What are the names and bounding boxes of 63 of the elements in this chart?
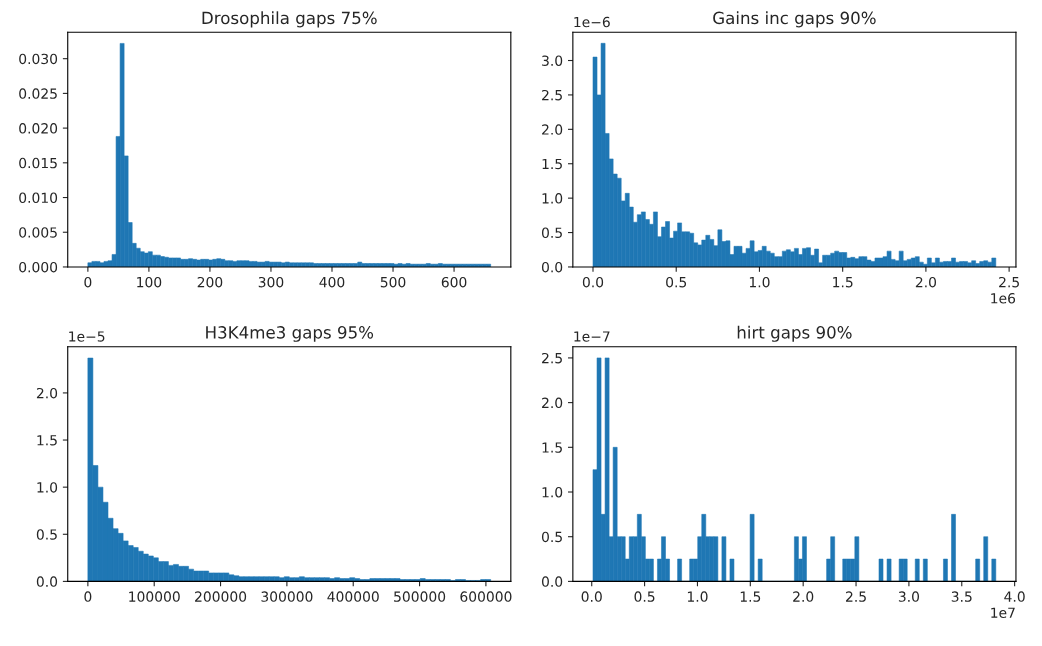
x-tick-label: 0 <box>84 591 92 602</box>
y-tick-label: 1.5 <box>37 435 57 446</box>
x-tick-label: 0 <box>84 276 92 288</box>
x-tick-label: 2.5 <box>846 591 866 602</box>
y-tick-label: 0.010 <box>19 192 58 204</box>
x-tick-label: 1.0 <box>749 276 770 288</box>
x-tick-label: 100 <box>137 276 162 288</box>
x-tick-label: 200000 <box>195 591 247 602</box>
x-tick-label: 2.5 <box>999 276 1019 288</box>
chart-title: hirt gaps 90% <box>737 325 852 342</box>
y-tick-label: 2.0 <box>542 397 563 409</box>
chart-title: Drosophila gaps 75% <box>202 11 377 28</box>
chart-title: H3K4me3 gaps 95% <box>206 326 374 342</box>
x-tick-label: 2.0 <box>793 591 814 602</box>
y-tick-label: 2.5 <box>542 89 562 101</box>
x-tick-label: 600000 <box>460 591 512 602</box>
text: 1e−7 <box>574 331 610 342</box>
y-tick-label: 0.5 <box>36 529 57 540</box>
y-tick-label: 0.030 <box>19 53 58 65</box>
y-tick-label: 0.5 <box>541 227 562 239</box>
text: 1e−5 <box>69 331 105 342</box>
x-tick-label: 0.0 <box>581 591 602 602</box>
x-tick-label: 500000 <box>394 591 446 602</box>
x-tick-label: 3.5 <box>951 591 972 602</box>
x-tick-label: 300 <box>258 276 284 288</box>
y-tick-label: 0.0 <box>541 576 563 587</box>
x-tick-label: 1.0 <box>687 591 708 602</box>
y-tick-label: 1.0 <box>542 486 563 498</box>
text: 1e−6 <box>574 16 610 28</box>
y-tick-label: 0.0 <box>541 261 563 273</box>
y-tick-label: 2.0 <box>542 124 563 135</box>
x-tick-label: 2.0 <box>915 276 937 288</box>
y-tick-label: 0.000 <box>19 261 58 273</box>
y-tick-label: 0.015 <box>19 157 57 169</box>
y-tick-label: 1.5 <box>542 442 562 453</box>
y-tick-label: 0.020 <box>19 123 58 134</box>
y-tick-label: 0.0 <box>36 576 58 587</box>
y-tick-label: 1.5 <box>542 158 562 170</box>
y-tick-label: 0.005 <box>19 227 57 238</box>
y-tick-label: 1.0 <box>37 482 58 493</box>
x-tick-label: 0.5 <box>634 591 655 602</box>
x-tick-label: 400000 <box>327 591 379 602</box>
x-tick-label: 4.0 <box>1004 591 1025 602</box>
x-tick-label: 0.5 <box>666 276 687 288</box>
x-tick-label: 100000 <box>129 591 180 602</box>
x-tick-label: 600 <box>441 276 467 288</box>
x-tick-label: 200 <box>197 276 223 288</box>
y-tick-label: 0.5 <box>541 531 562 543</box>
y-tick-label: 3.0 <box>542 55 563 66</box>
x-tick-label: 3.0 <box>898 591 920 602</box>
x-tick-label: 1.5 <box>833 277 853 288</box>
y-tick-label: 2.5 <box>542 352 562 364</box>
x-tick-label: 500 <box>380 276 406 288</box>
text: 1e6 <box>991 293 1016 304</box>
text: 1e7 <box>991 607 1015 618</box>
y-tick-label: 2.0 <box>36 387 58 399</box>
x-tick-label: 400 <box>319 276 345 288</box>
x-tick-label: 0.0 <box>582 276 604 288</box>
x-tick-label: 300000 <box>261 591 313 602</box>
chart-title: Gains inc gaps 90% <box>713 11 876 28</box>
y-tick-label: 0.025 <box>19 88 57 99</box>
y-tick-label: 1.0 <box>542 193 563 204</box>
x-tick-label: 1.5 <box>740 591 761 602</box>
